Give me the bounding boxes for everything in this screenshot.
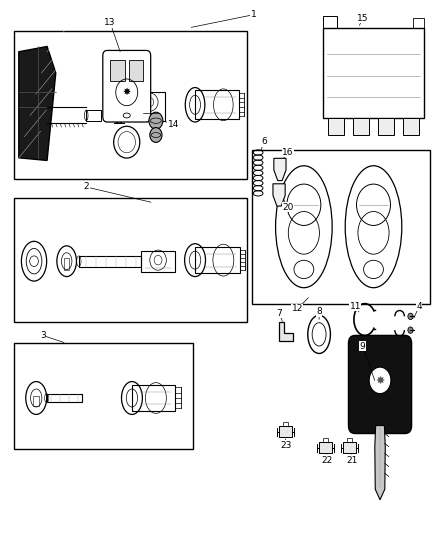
Polygon shape [279,322,293,341]
Bar [132,385,176,411]
Bar [323,16,336,28]
Bar [129,60,143,82]
Bar [14,343,193,449]
Polygon shape [375,425,385,500]
Text: 1: 1 [251,10,257,19]
Bar [403,118,419,135]
Circle shape [408,313,413,319]
Text: 2: 2 [84,182,89,191]
Bar [110,60,125,82]
Bar [64,258,69,270]
Bar [353,118,369,135]
Bar [14,198,247,322]
Circle shape [150,127,162,142]
Text: 15: 15 [357,14,368,23]
Text: 23: 23 [280,441,291,450]
FancyBboxPatch shape [349,335,412,433]
Text: 22: 22 [321,456,332,465]
Bar [195,91,239,119]
Bar [378,118,394,135]
Bar [79,256,141,266]
Text: 12: 12 [292,304,303,313]
Circle shape [149,112,163,129]
Text: 8: 8 [316,307,322,316]
Bar [33,396,39,406]
Polygon shape [273,184,285,206]
Bar [322,438,328,442]
Text: 13: 13 [104,18,116,27]
Text: 4: 4 [417,302,422,311]
Text: 7: 7 [276,309,282,318]
Text: ✸: ✸ [375,375,385,385]
Bar [343,442,356,453]
Text: 11: 11 [350,302,361,311]
Circle shape [369,367,391,394]
Bar [141,251,176,272]
Bar [86,110,102,120]
Bar [319,442,332,453]
Bar [279,426,292,437]
Text: 14: 14 [168,120,179,129]
Bar [328,118,344,135]
Bar [47,394,82,402]
Polygon shape [274,158,286,181]
FancyBboxPatch shape [103,51,151,122]
Bar [413,18,424,28]
Circle shape [408,327,413,333]
Bar [195,247,240,273]
Bar [134,92,165,120]
Polygon shape [19,46,56,160]
Text: ✸: ✸ [123,87,131,98]
Bar [283,422,288,426]
Bar [252,150,430,304]
Text: 3: 3 [40,331,46,340]
Bar [14,30,247,179]
Text: 6: 6 [261,138,267,147]
Text: 9: 9 [360,342,365,351]
Text: 20: 20 [282,203,293,212]
Bar [347,438,352,442]
Bar [323,28,424,118]
Text: 16: 16 [282,148,293,157]
Text: 21: 21 [346,456,358,465]
